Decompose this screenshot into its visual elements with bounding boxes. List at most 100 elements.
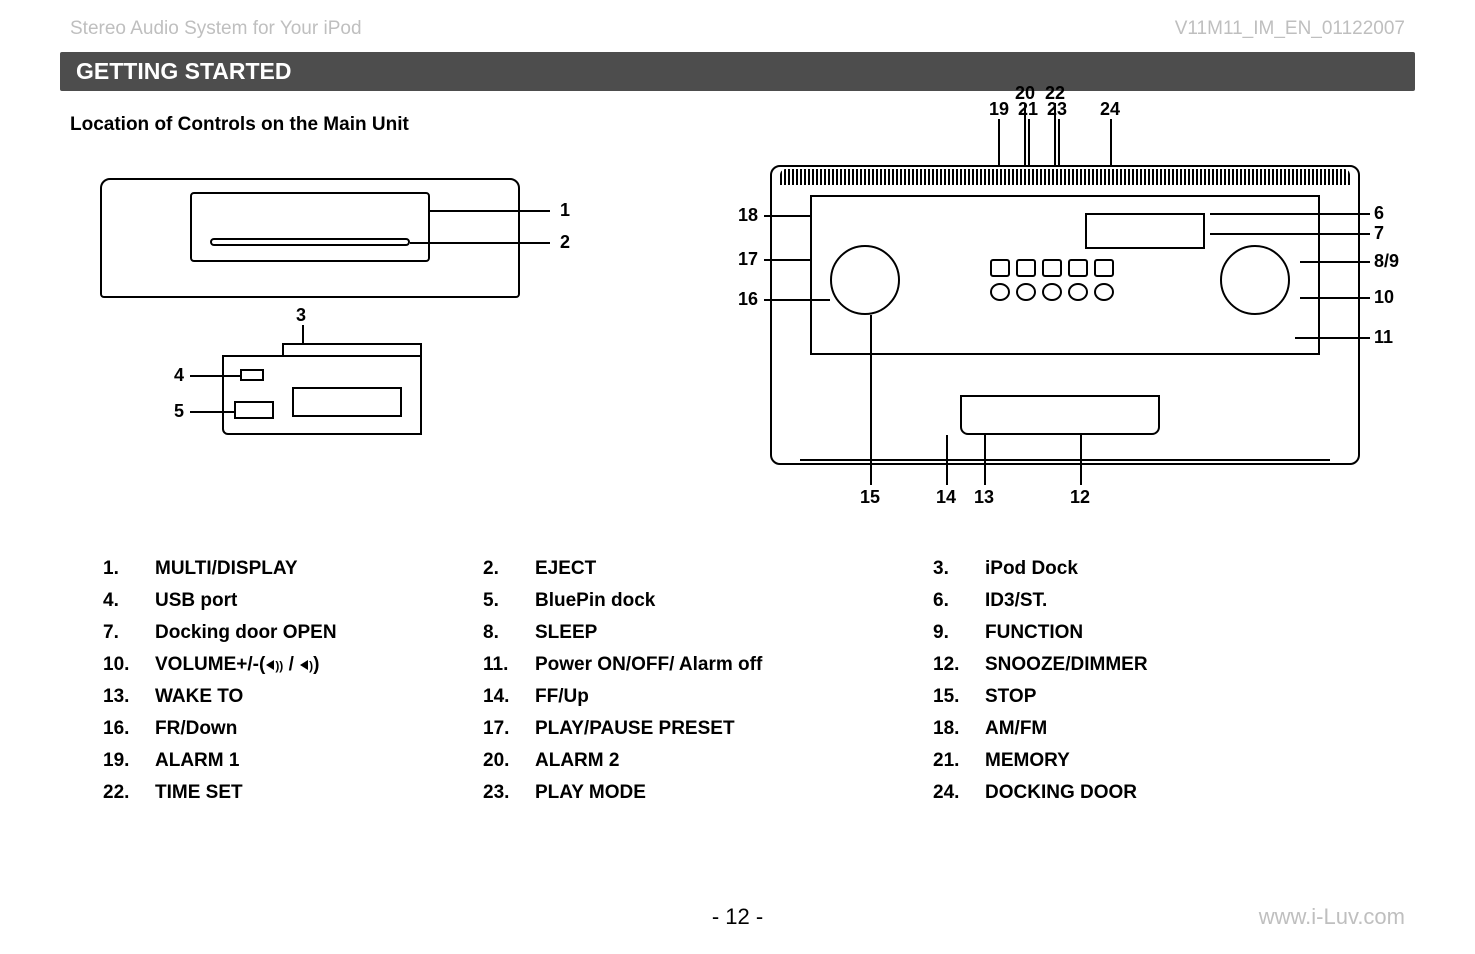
side-tab <box>282 343 422 355</box>
control-item-24: 24.DOCKING DOOR <box>933 782 1253 804</box>
callout-16: 16 <box>738 289 758 310</box>
front-dock-door <box>960 395 1160 435</box>
control-item-6: 6.ID3/ST. <box>933 590 1253 612</box>
control-item-18: 18.AM/FM <box>933 718 1253 740</box>
lead-13 <box>984 435 986 485</box>
control-item-12: 12. SNOOZE/DIMMER <box>933 654 1253 676</box>
control-label-20: ALARM 2 <box>535 750 619 772</box>
control-num-16: 16. <box>103 718 137 740</box>
control-num-2: 2. <box>483 558 517 580</box>
control-item-16: 16. FR/Down <box>103 718 443 740</box>
callout-24: 24 <box>1100 99 1120 120</box>
callout-13: 13 <box>974 487 994 508</box>
callout-15: 15 <box>860 487 880 508</box>
callout-5: 5 <box>174 401 184 422</box>
control-item-23: 23.PLAY MODE <box>483 782 893 804</box>
control-item-19: 19. ALARM 1 <box>103 750 443 772</box>
callout-10: 10 <box>1374 287 1394 308</box>
callout-18: 18 <box>738 205 758 226</box>
front-knob-right <box>1220 245 1290 315</box>
control-label-13: WAKE TO <box>155 686 243 708</box>
callout-17: 17 <box>738 249 758 270</box>
control-label-6: ID3/ST. <box>985 590 1047 612</box>
front-button-row-2 <box>990 283 1114 301</box>
control-num-12: 12. <box>933 654 967 676</box>
control-num-5: 5. <box>483 590 517 612</box>
diagram-top-view: 1 2 <box>100 170 560 305</box>
control-item-22: 22.TIME SET <box>103 782 443 804</box>
control-num-4: 4. <box>103 590 137 612</box>
callout-23: 23 <box>1047 99 1067 120</box>
control-item-15: 15.STOP <box>933 686 1253 708</box>
control-num-3: 3. <box>933 558 967 580</box>
control-num-1: 1. <box>103 558 137 580</box>
control-item-13: 13. WAKE TO <box>103 686 443 708</box>
control-label-14: FF/Up <box>535 686 589 708</box>
control-num-19: 19. <box>103 750 137 772</box>
top-slot <box>210 238 410 246</box>
section-title-bar: GETTING STARTED <box>60 52 1415 91</box>
lead-16 <box>764 299 830 301</box>
control-label-19: ALARM 1 <box>155 750 239 772</box>
control-num-17: 17. <box>483 718 517 740</box>
lead-22 <box>1054 103 1056 165</box>
callout-4: 4 <box>174 365 184 386</box>
control-num-22: 22. <box>103 782 137 804</box>
callout-14: 14 <box>936 487 956 508</box>
control-label-4: USB port <box>155 590 237 612</box>
lead-21 <box>1028 119 1030 165</box>
top-inner-rect <box>190 192 430 262</box>
side-card-slot <box>234 401 274 419</box>
control-item-5: 5. BluePin dock <box>483 590 893 612</box>
callout-1: 1 <box>560 200 570 221</box>
control-item-1: 1. MULTI/DISPLAY <box>103 558 443 580</box>
control-num-23: 23. <box>483 782 517 804</box>
control-label-9: FUNCTION <box>985 622 1083 644</box>
callout-21: 21 <box>1018 99 1038 120</box>
lead-17 <box>764 259 810 261</box>
control-item-10: 10.VOLUME+/-()) / )) <box>103 654 443 676</box>
control-num-21: 21. <box>933 750 967 772</box>
lead-line-1 <box>430 210 550 212</box>
lead-14 <box>946 435 948 485</box>
control-label-7: Docking door OPEN <box>155 622 337 644</box>
control-item-14: 14.FF/Up <box>483 686 893 708</box>
control-num-15: 15. <box>933 686 967 708</box>
control-item-21: 21. MEMORY <box>933 750 1253 772</box>
callout-2: 2 <box>560 232 570 253</box>
footer-link: www.i-Luv.com <box>1259 904 1405 930</box>
lead-15 <box>870 315 872 485</box>
callout-11: 11 <box>1374 327 1393 348</box>
lead-6 <box>1210 213 1370 215</box>
control-label-18: AM/FM <box>985 718 1047 740</box>
front-foot-line <box>800 459 1330 469</box>
page-number: - 12 - <box>712 904 763 930</box>
control-label-5: BluePin dock <box>535 590 655 612</box>
control-label-10: VOLUME+/-()) / )) <box>155 654 319 676</box>
volume-up-icon <box>266 660 274 670</box>
control-item-3: 3.iPod Dock <box>933 558 1253 580</box>
control-label-11: Power ON/OFF/ Alarm off <box>535 654 762 676</box>
lead-line-2 <box>410 242 550 244</box>
control-item-8: 8.SLEEP <box>483 622 893 644</box>
volume-down-icon <box>300 660 308 670</box>
control-label-17: PLAY/PAUSE PRESET <box>535 718 735 740</box>
control-num-13: 13. <box>103 686 137 708</box>
front-knob-left <box>830 245 900 315</box>
control-label-12: SNOOZE/DIMMER <box>985 654 1148 676</box>
control-label-16: FR/Down <box>155 718 237 740</box>
control-label-1: MULTI/DISPLAY <box>155 558 298 580</box>
lead-12 <box>1080 435 1082 485</box>
control-item-11: 11.Power ON/OFF/ Alarm off <box>483 654 893 676</box>
header-right: V11M11_IM_EN_01122007 <box>1175 18 1405 40</box>
control-num-8: 8. <box>483 622 517 644</box>
diagram-side-view: 3 4 5 <box>182 325 442 445</box>
lead-10 <box>1300 297 1370 299</box>
lead-7 <box>1210 233 1370 235</box>
control-num-7: 7. <box>103 622 137 644</box>
lead-19 <box>998 119 1000 165</box>
control-item-7: 7. Docking door OPEN <box>103 622 443 644</box>
control-num-20: 20. <box>483 750 517 772</box>
control-label-21: MEMORY <box>985 750 1070 772</box>
lead-line-4 <box>190 375 240 377</box>
